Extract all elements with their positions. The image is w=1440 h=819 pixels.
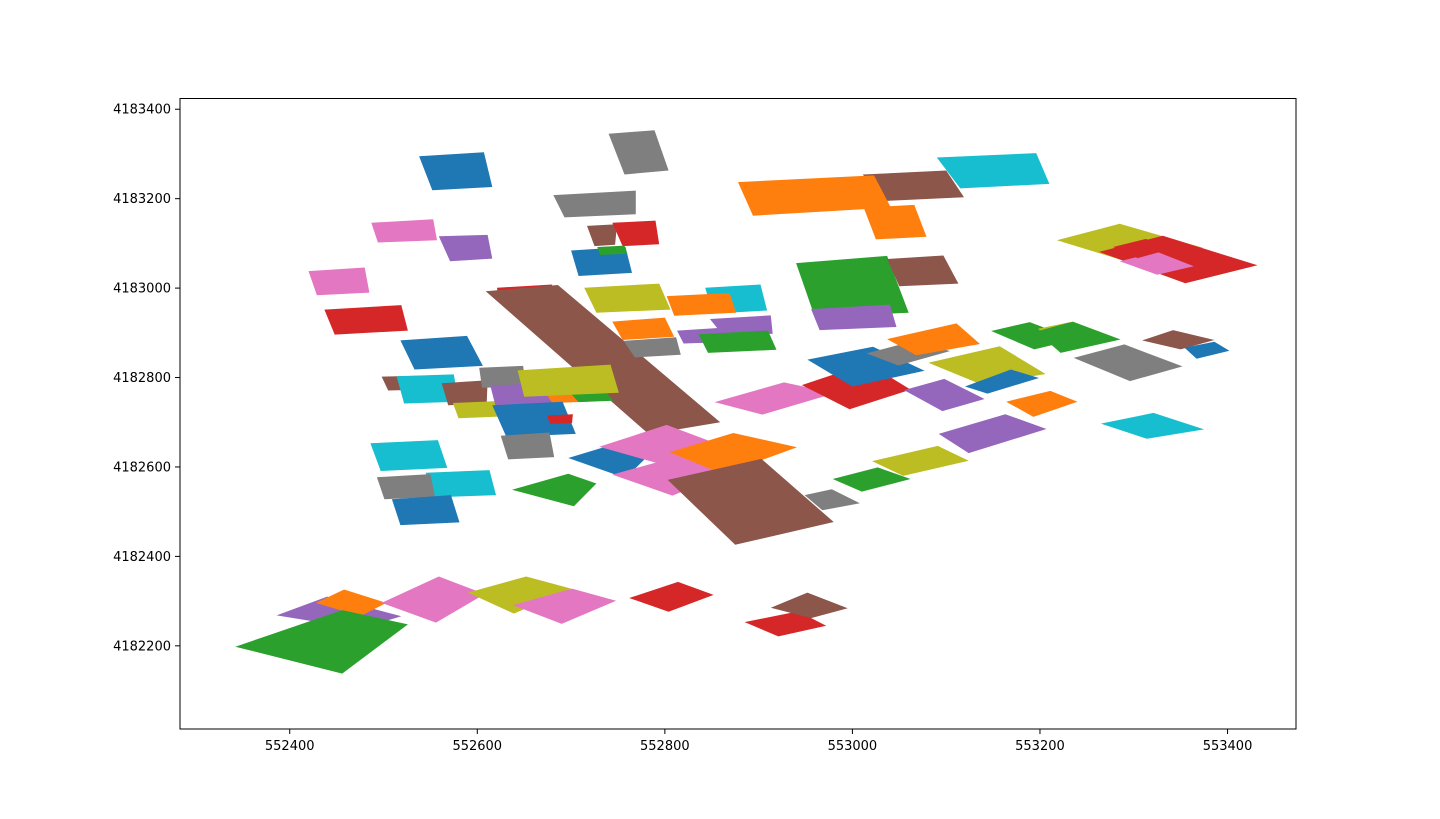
polygon-11-blue [571, 247, 632, 276]
polygon-81-red [629, 581, 714, 612]
polygon-78-pink [381, 576, 485, 623]
x-tick-label: 552600 [452, 739, 502, 754]
polygon-1-blue [419, 152, 493, 191]
polygon-43-gray [376, 474, 436, 500]
polygon-51-pink [714, 382, 835, 415]
y-tick-label: 4183000 [113, 282, 171, 297]
y-tick-label: 4183200 [113, 192, 171, 207]
polygon-44-blue [391, 495, 460, 526]
x-tick-label: 553000 [828, 739, 878, 754]
polygon-60-purple [938, 414, 1047, 454]
plot-frame [179, 98, 1297, 730]
polygon-32-olive [452, 400, 506, 419]
y-tick-label: 4182800 [113, 371, 171, 386]
polygon-50-brown [667, 458, 834, 545]
polygon-58-orange [1006, 390, 1078, 417]
polygon-45-green [512, 473, 597, 507]
polygon-83-brown [770, 592, 848, 619]
polygon-37-olive [517, 364, 619, 397]
polygon-76-orange [316, 589, 387, 617]
y-tick-label: 4182400 [113, 550, 171, 565]
polygon-67-gray [1073, 344, 1183, 382]
polygon-70-cyan [1100, 412, 1205, 439]
polygon-33-gray [479, 365, 526, 388]
polygon-80-pink [512, 588, 617, 624]
polygon-77-green [235, 610, 408, 674]
polygon-3-gray [553, 190, 636, 218]
x-tick-label: 552800 [640, 739, 690, 754]
polygon-79-olive [467, 576, 572, 614]
polygon-74-red [1113, 238, 1171, 259]
polygon-66-green [1036, 321, 1121, 353]
polygon-38-blue [492, 401, 576, 437]
polygon-30-cyan [396, 374, 459, 404]
x-axis: 552400 552600 552800 553000 553200 553400 [265, 729, 1252, 754]
polygon-21-brown [887, 255, 959, 287]
polygon-4-brown [862, 170, 964, 201]
polygon-2-cyan [936, 153, 1050, 189]
polygon-69-blue [1184, 341, 1230, 359]
polygon-39-red [546, 414, 573, 424]
y-tick-label: 4182600 [113, 460, 171, 475]
polygon-59-purple [904, 378, 985, 412]
polygon-6-orange [863, 204, 927, 240]
polygon-5-orange [738, 175, 891, 216]
polygon-22-purple [811, 304, 897, 331]
polygon-13-pink [308, 267, 370, 296]
polygon-49-orange [669, 433, 798, 475]
polygon-63-gray [804, 489, 860, 511]
polygon-31-brown [441, 380, 488, 406]
y-tick-label: 4182200 [113, 639, 171, 654]
polygon-19-orange [666, 293, 737, 316]
x-tick-label: 552400 [265, 739, 315, 754]
polygon-40-gray [500, 432, 555, 460]
polygon-53-blue [807, 346, 925, 387]
x-tick-label: 553400 [1203, 739, 1253, 754]
y-tick-label: 4183400 [113, 103, 171, 118]
polygon-82-red [744, 611, 827, 637]
polygon-14-red [324, 305, 408, 335]
x-tick-label: 553200 [1015, 739, 1065, 754]
polygon-10-red [612, 220, 660, 247]
polygon-26-orange [612, 317, 675, 340]
polygon-57-blue [965, 369, 1039, 394]
polygon-42-cyan [425, 470, 496, 498]
polygon-55-orange [887, 323, 980, 356]
polygon-27-gray [623, 337, 681, 358]
y-axis: 4182200 4182400 4182600 4182800 4183000 41832… [113, 103, 180, 654]
polygon-9-brown [587, 224, 617, 247]
polygon-20-green [796, 255, 909, 318]
polygon-0-gray [608, 130, 669, 175]
polygon-28-blue [400, 335, 483, 370]
polygon-62-green [832, 467, 911, 492]
polygon-layer [235, 130, 1258, 674]
polygon-25-green [698, 330, 777, 353]
polygon-41-cyan [370, 440, 448, 471]
polygon-68-brown [1142, 330, 1215, 350]
polygon-12-green [597, 245, 628, 255]
polygon-17-olive [584, 283, 671, 313]
polygon-61-olive [872, 445, 969, 476]
polygon-8-purple [438, 234, 493, 262]
polygon-16-brown [485, 285, 721, 435]
polygon-7-pink [371, 219, 437, 243]
